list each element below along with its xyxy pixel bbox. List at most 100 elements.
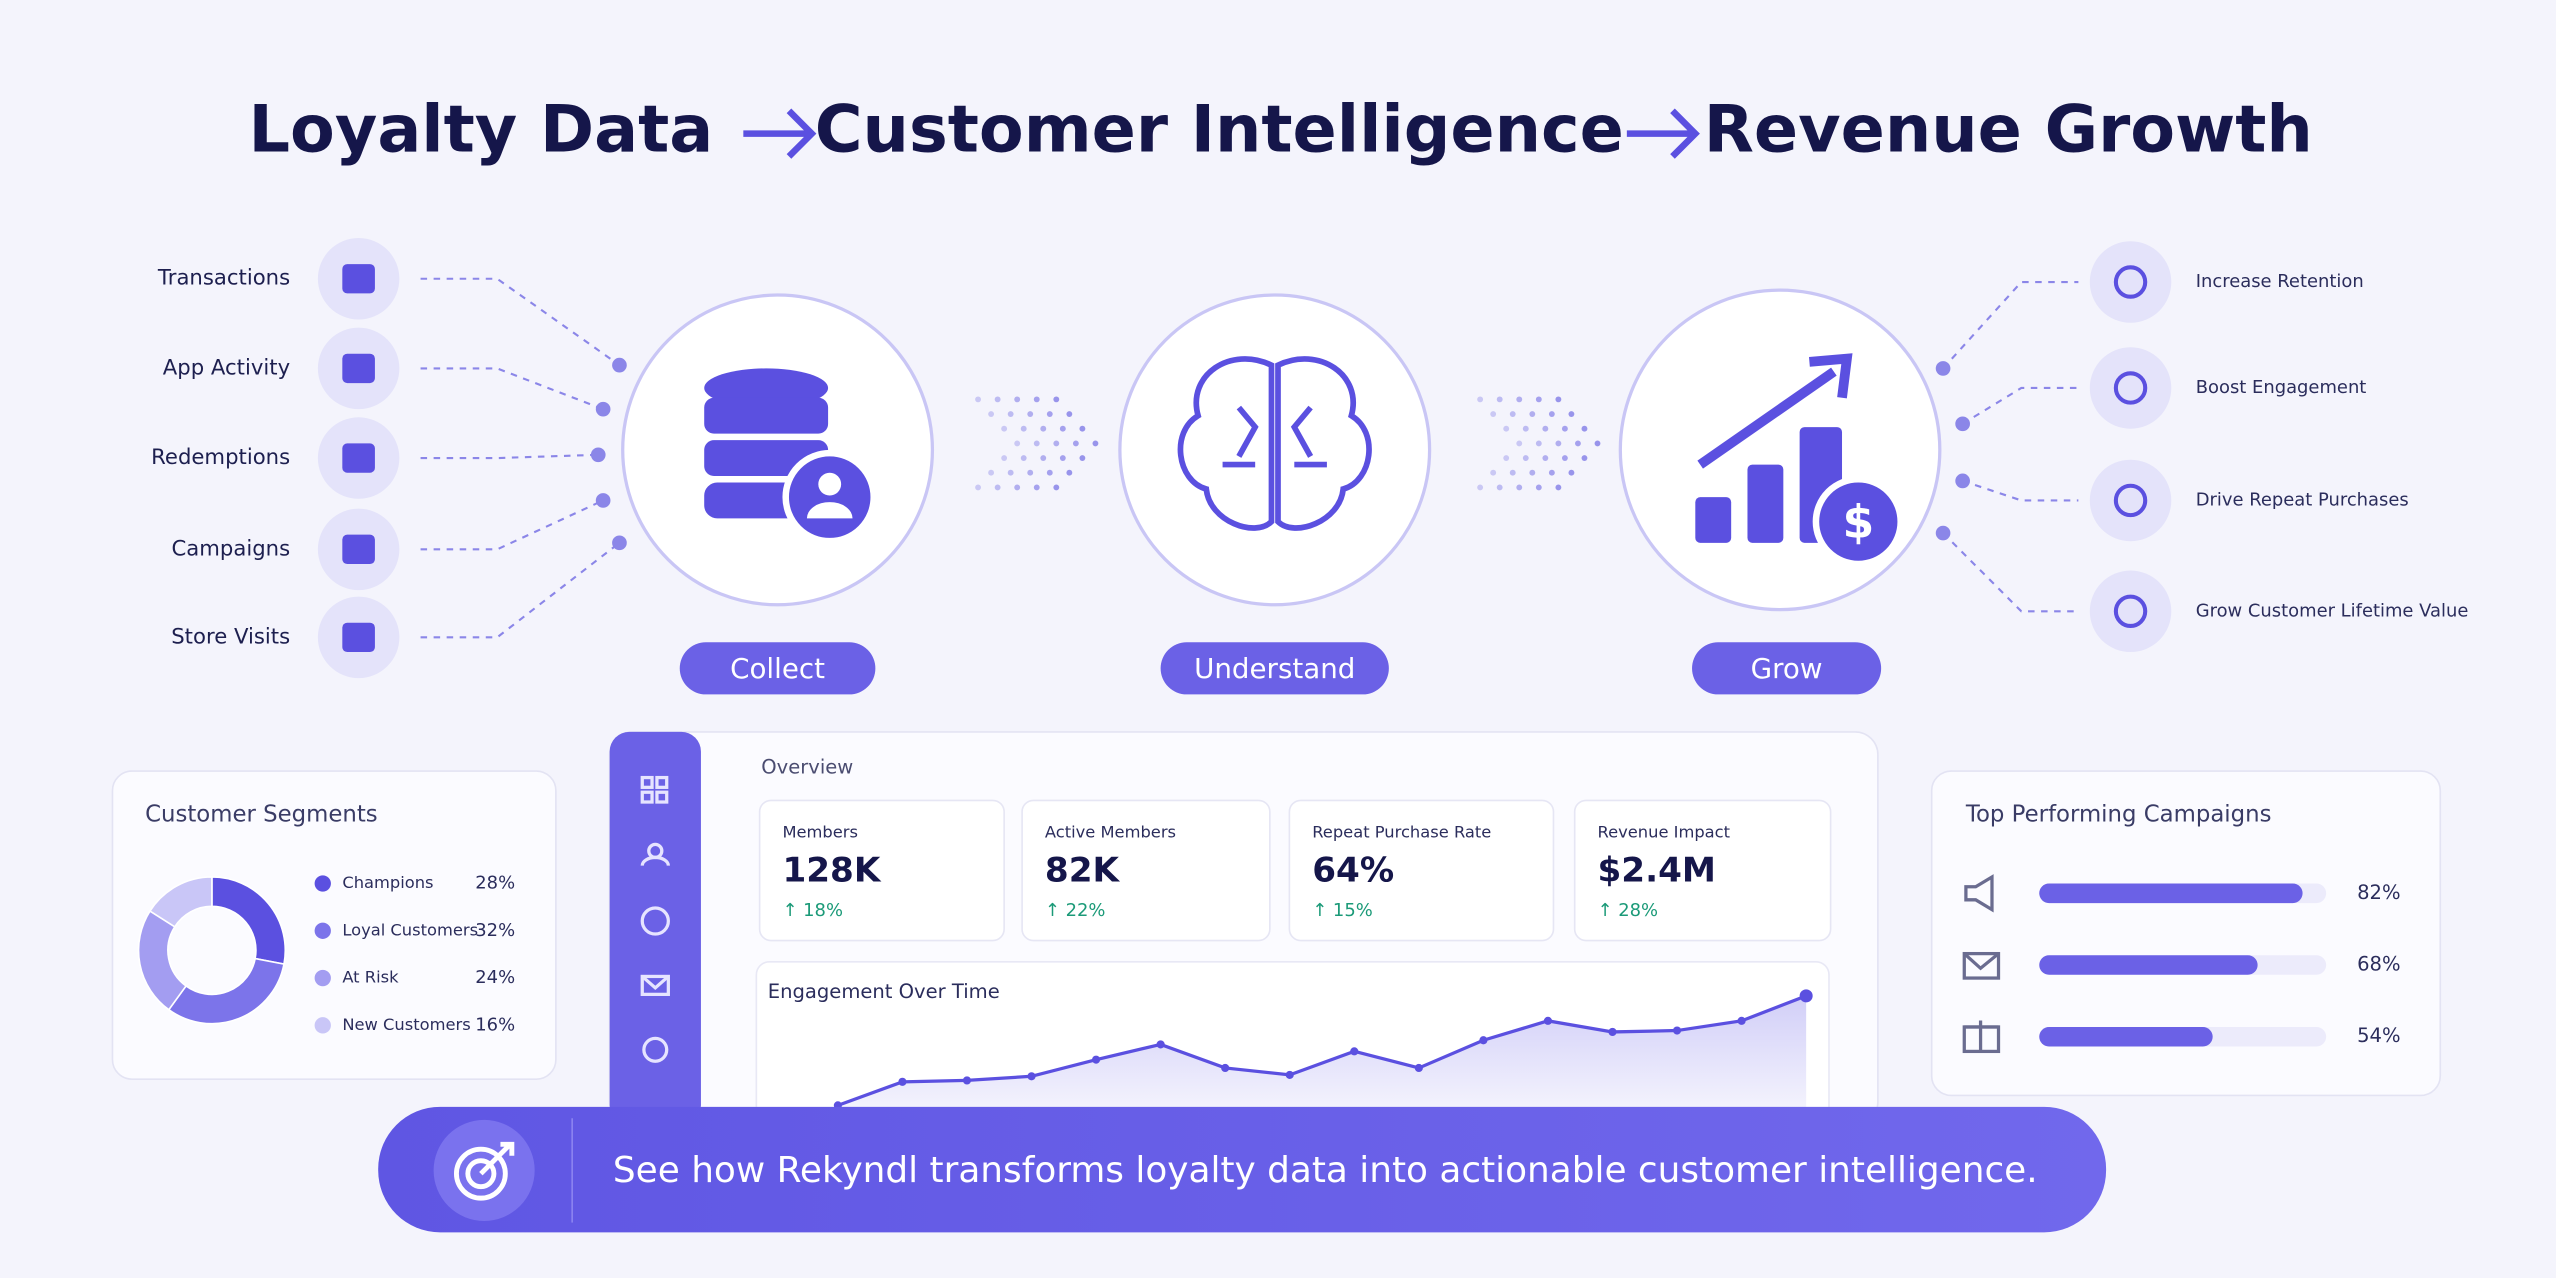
line-point <box>1350 1047 1359 1056</box>
chevron-dot <box>1020 455 1027 461</box>
banner-text: See how Rekyndl transforms loyalty data … <box>613 1150 2038 1191</box>
chevron-dot <box>1581 455 1588 461</box>
value-label: 32% <box>475 920 515 941</box>
line-point <box>1414 1063 1423 1073</box>
kpi-label: Repeat Purchase Rate <box>1312 822 1491 841</box>
outcome-icon <box>2089 459 2172 542</box>
kpi-label: Members <box>782 822 858 841</box>
stage-label: Grow <box>1751 652 1823 685</box>
chevron-dot <box>1079 455 1086 461</box>
chevron-dot <box>994 396 1001 403</box>
stage-circle <box>1118 293 1432 607</box>
input-glyph <box>342 622 375 653</box>
chevron-dot <box>1594 440 1601 447</box>
chevron-dot <box>1040 425 1047 432</box>
chevron-dot <box>1548 411 1555 417</box>
campaigns-panel <box>1930 770 2442 1097</box>
connector-dot <box>595 493 611 508</box>
line-point <box>1479 1036 1488 1045</box>
chevron-dot <box>1072 440 1079 447</box>
legend-dot <box>314 969 331 987</box>
kpi-change: ↑ 15% <box>1312 900 1373 921</box>
arrow <box>1626 108 1700 159</box>
chevron-dot <box>1568 411 1575 417</box>
line-chart <box>833 989 1813 1125</box>
title-part: Loyalty Data <box>249 92 714 168</box>
chevron-dot <box>1542 455 1549 461</box>
stage-pill <box>1160 642 1389 695</box>
connector <box>420 541 621 639</box>
chevron-dot <box>1516 484 1523 491</box>
connector <box>1962 386 2079 425</box>
chevron-dot <box>1066 411 1073 417</box>
kpi-value: 64% <box>1312 851 1394 891</box>
legend-dot <box>314 1017 331 1034</box>
value-label: 24% <box>475 967 515 988</box>
connector <box>420 277 621 367</box>
connector-dot <box>612 535 627 551</box>
kpi-value: $2.4M <box>1598 851 1716 891</box>
line-point <box>1799 989 1813 1003</box>
chevron-dot <box>1053 440 1060 447</box>
chevron-dot <box>1007 411 1014 417</box>
value-label: 28% <box>475 873 515 894</box>
outcome-label: Drive Repeat Purchases <box>2196 489 2409 510</box>
line-point <box>1737 1016 1746 1025</box>
target-icon-lines <box>453 1141 515 1201</box>
stage-pill <box>1692 642 1882 695</box>
line-point <box>1285 1070 1294 1079</box>
chevron-dot <box>1555 396 1562 403</box>
connector <box>1962 479 2079 502</box>
input-label: App Activity <box>163 354 290 379</box>
overview-title: Overview <box>761 755 853 778</box>
outcome-icon <box>2089 347 2172 429</box>
chevron-dot <box>1014 440 1021 447</box>
chevron-dot <box>1509 411 1516 417</box>
chevron-dot <box>1561 425 1568 432</box>
kpi-card <box>1288 799 1555 942</box>
outcome-icon <box>2089 570 2172 653</box>
line-point <box>1221 1063 1230 1073</box>
panel-title: Customer Segments <box>145 802 378 828</box>
banner <box>378 1106 2107 1233</box>
kpi-change: ↑ 22% <box>1045 900 1106 921</box>
connector <box>420 499 604 551</box>
chevron-dot <box>1040 455 1047 461</box>
flow: $ Transactions App Activity Redemptions Cam… <box>151 237 2469 695</box>
line-point <box>1543 1016 1553 1025</box>
chevron-dot <box>1535 440 1542 447</box>
chevron-dot <box>1516 396 1523 403</box>
chevron-dot <box>1477 396 1484 403</box>
outcome-glyph <box>2113 265 2148 299</box>
panel-title: Top Performing Campaigns <box>1965 802 2272 828</box>
input-label: Transactions <box>157 265 290 290</box>
line-point <box>1156 1040 1165 1049</box>
line-area <box>837 995 1807 1125</box>
chevron-dot <box>1555 440 1562 447</box>
line-point <box>1092 1055 1101 1064</box>
chevron-dot <box>1046 411 1053 417</box>
chevron-dot <box>1509 469 1516 476</box>
arrow <box>743 108 817 159</box>
outcome-label: Grow Customer Lifetime Value <box>2196 600 2469 621</box>
chevron-dot <box>1027 469 1034 476</box>
database-icon <box>704 368 877 545</box>
engagement-title: Engagement Over Time <box>768 980 1000 1003</box>
chevron-dot <box>988 411 995 417</box>
sidebar <box>609 731 701 1125</box>
kpi-card <box>758 799 1005 942</box>
chevron-dot <box>1535 396 1542 403</box>
chevron-dot <box>1542 425 1549 432</box>
legend-label: Champions <box>342 873 433 892</box>
line-point <box>898 1077 907 1086</box>
chevron-dot <box>1529 411 1536 417</box>
value-label: 54% <box>2357 1024 2400 1047</box>
outcome-glyph <box>2113 371 2148 405</box>
campaign-icons <box>1962 874 2001 1054</box>
chevron-dot <box>1033 396 1040 403</box>
kpi-change: ↑ 18% <box>782 900 843 921</box>
input-glyph <box>342 534 375 565</box>
chevron-dot <box>1020 425 1027 432</box>
